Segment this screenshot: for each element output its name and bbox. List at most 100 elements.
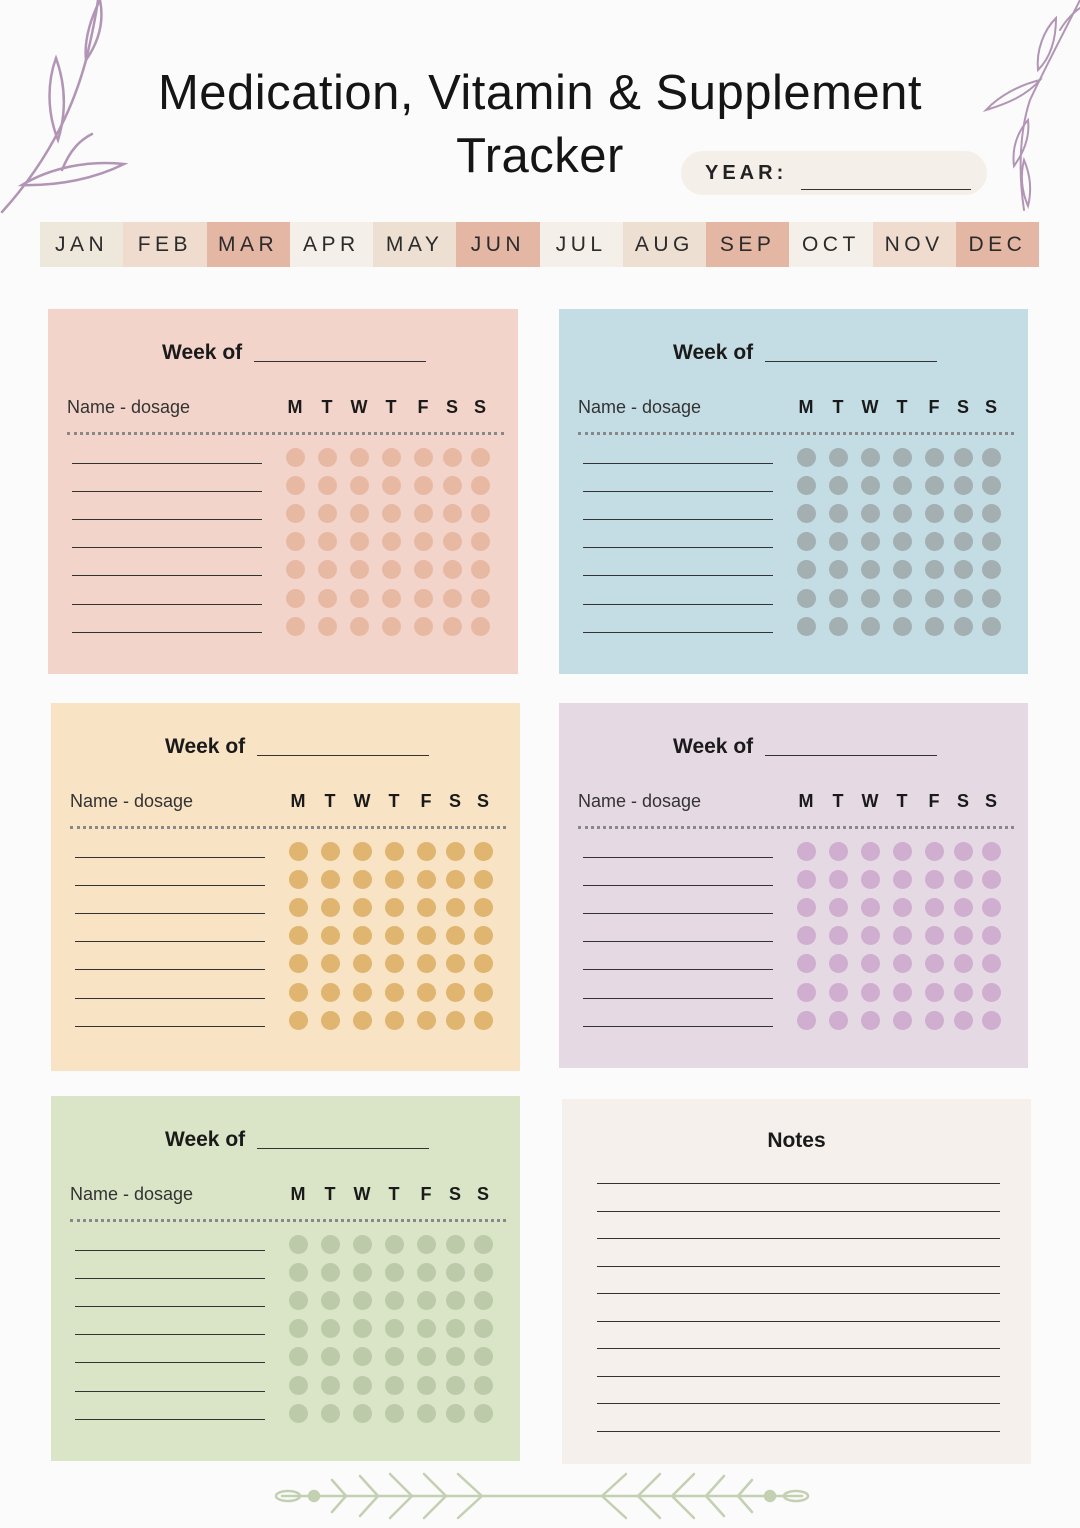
day-check-circle[interactable] xyxy=(442,559,462,579)
day-check-circle[interactable] xyxy=(445,897,465,917)
medication-name-line[interactable] xyxy=(72,463,262,464)
medication-name-line[interactable] xyxy=(75,1250,265,1251)
day-check-circle[interactable] xyxy=(320,1346,340,1366)
day-check-circle[interactable] xyxy=(796,897,816,917)
day-check-circle[interactable] xyxy=(288,897,308,917)
medication-name-line[interactable] xyxy=(583,519,773,520)
day-check-circle[interactable] xyxy=(470,503,490,523)
day-check-circle[interactable] xyxy=(352,1318,372,1338)
day-check-circle[interactable] xyxy=(981,982,1001,1002)
day-check-circle[interactable] xyxy=(445,1375,465,1395)
day-check-circle[interactable] xyxy=(796,588,816,608)
day-check-circle[interactable] xyxy=(384,925,404,945)
day-check-circle[interactable] xyxy=(828,447,848,467)
day-check-circle[interactable] xyxy=(892,447,912,467)
day-check-circle[interactable] xyxy=(860,841,880,861)
day-check-circle[interactable] xyxy=(953,503,973,523)
day-check-circle[interactable] xyxy=(288,925,308,945)
medication-name-line[interactable] xyxy=(75,1306,265,1307)
day-check-circle[interactable] xyxy=(320,925,340,945)
day-check-circle[interactable] xyxy=(320,869,340,889)
day-check-circle[interactable] xyxy=(288,1403,308,1423)
medication-name-line[interactable] xyxy=(72,604,262,605)
day-check-circle[interactable] xyxy=(470,588,490,608)
month-jan[interactable]: JAN xyxy=(40,222,124,267)
day-check-circle[interactable] xyxy=(981,447,1001,467)
day-check-circle[interactable] xyxy=(413,559,433,579)
day-check-circle[interactable] xyxy=(445,1234,465,1254)
day-check-circle[interactable] xyxy=(892,982,912,1002)
day-check-circle[interactable] xyxy=(892,503,912,523)
day-check-circle[interactable] xyxy=(384,953,404,973)
day-check-circle[interactable] xyxy=(860,503,880,523)
medication-name-line[interactable] xyxy=(75,1278,265,1279)
day-check-circle[interactable] xyxy=(860,475,880,495)
day-check-circle[interactable] xyxy=(352,1234,372,1254)
medication-name-line[interactable] xyxy=(75,1419,265,1420)
day-check-circle[interactable] xyxy=(828,588,848,608)
medication-name-line[interactable] xyxy=(583,913,773,914)
day-check-circle[interactable] xyxy=(924,531,944,551)
day-check-circle[interactable] xyxy=(860,616,880,636)
day-check-circle[interactable] xyxy=(981,841,1001,861)
medication-name-line[interactable] xyxy=(75,885,265,886)
medication-name-line[interactable] xyxy=(72,632,262,633)
day-check-circle[interactable] xyxy=(416,1234,436,1254)
day-check-circle[interactable] xyxy=(320,1262,340,1282)
day-check-circle[interactable] xyxy=(317,475,337,495)
day-check-circle[interactable] xyxy=(924,1010,944,1030)
day-check-circle[interactable] xyxy=(288,1290,308,1310)
day-check-circle[interactable] xyxy=(473,1234,493,1254)
day-check-circle[interactable] xyxy=(981,1010,1001,1030)
day-check-circle[interactable] xyxy=(381,588,401,608)
day-check-circle[interactable] xyxy=(416,869,436,889)
day-check-circle[interactable] xyxy=(473,841,493,861)
day-check-circle[interactable] xyxy=(924,841,944,861)
day-check-circle[interactable] xyxy=(953,616,973,636)
day-check-circle[interactable] xyxy=(413,503,433,523)
day-check-circle[interactable] xyxy=(473,982,493,1002)
day-check-circle[interactable] xyxy=(924,982,944,1002)
notes-write-line[interactable] xyxy=(597,1183,1000,1184)
medication-name-line[interactable] xyxy=(75,857,265,858)
day-check-circle[interactable] xyxy=(384,1318,404,1338)
day-check-circle[interactable] xyxy=(981,503,1001,523)
day-check-circle[interactable] xyxy=(320,897,340,917)
day-check-circle[interactable] xyxy=(416,953,436,973)
day-check-circle[interactable] xyxy=(352,897,372,917)
day-check-circle[interactable] xyxy=(381,503,401,523)
day-check-circle[interactable] xyxy=(320,1290,340,1310)
day-check-circle[interactable] xyxy=(828,475,848,495)
month-aug[interactable]: AUG xyxy=(622,222,706,267)
week-of-write-line[interactable] xyxy=(257,1148,429,1149)
month-jun[interactable]: JUN xyxy=(456,222,540,267)
day-check-circle[interactable] xyxy=(442,503,462,523)
day-check-circle[interactable] xyxy=(320,1375,340,1395)
day-check-circle[interactable] xyxy=(442,616,462,636)
day-check-circle[interactable] xyxy=(349,447,369,467)
day-check-circle[interactable] xyxy=(349,559,369,579)
day-check-circle[interactable] xyxy=(924,925,944,945)
notes-write-line[interactable] xyxy=(597,1293,1000,1294)
day-check-circle[interactable] xyxy=(924,869,944,889)
day-check-circle[interactable] xyxy=(352,953,372,973)
day-check-circle[interactable] xyxy=(924,588,944,608)
day-check-circle[interactable] xyxy=(384,1346,404,1366)
medication-name-line[interactable] xyxy=(583,604,773,605)
day-check-circle[interactable] xyxy=(445,953,465,973)
week-of-write-line[interactable] xyxy=(257,755,429,756)
day-check-circle[interactable] xyxy=(288,841,308,861)
day-check-circle[interactable] xyxy=(924,447,944,467)
day-check-circle[interactable] xyxy=(442,447,462,467)
day-check-circle[interactable] xyxy=(860,1010,880,1030)
day-check-circle[interactable] xyxy=(470,447,490,467)
day-check-circle[interactable] xyxy=(892,616,912,636)
medication-name-line[interactable] xyxy=(583,941,773,942)
day-check-circle[interactable] xyxy=(384,1010,404,1030)
month-apr[interactable]: APR xyxy=(289,222,373,267)
day-check-circle[interactable] xyxy=(445,925,465,945)
notes-write-line[interactable] xyxy=(597,1348,1000,1349)
day-check-circle[interactable] xyxy=(860,588,880,608)
day-check-circle[interactable] xyxy=(413,475,433,495)
day-check-circle[interactable] xyxy=(473,1010,493,1030)
